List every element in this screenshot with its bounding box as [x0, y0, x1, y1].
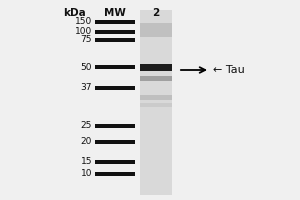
Bar [140, 76, 172, 81]
Text: 25: 25 [81, 121, 92, 130]
Bar [95, 20, 135, 24]
Text: 37: 37 [80, 84, 92, 92]
Text: 75: 75 [80, 36, 92, 45]
Bar [140, 10, 172, 195]
Bar [95, 86, 135, 90]
Bar [140, 95, 172, 100]
Bar [95, 38, 135, 42]
Bar [95, 30, 135, 34]
Text: MW: MW [104, 8, 126, 18]
Text: 20: 20 [81, 138, 92, 146]
Bar [140, 103, 172, 107]
Text: 15: 15 [80, 158, 92, 166]
Bar [95, 172, 135, 176]
Text: 150: 150 [75, 18, 92, 26]
Bar [140, 64, 172, 71]
Text: kDa: kDa [64, 8, 86, 18]
Text: 2: 2 [152, 8, 160, 18]
Text: 50: 50 [80, 62, 92, 72]
Bar [95, 160, 135, 164]
Text: ← Tau: ← Tau [213, 65, 245, 75]
Text: 10: 10 [80, 170, 92, 178]
Bar [95, 65, 135, 69]
Bar [140, 23, 172, 37]
Bar [95, 124, 135, 128]
Bar [95, 140, 135, 144]
Text: 100: 100 [75, 27, 92, 36]
